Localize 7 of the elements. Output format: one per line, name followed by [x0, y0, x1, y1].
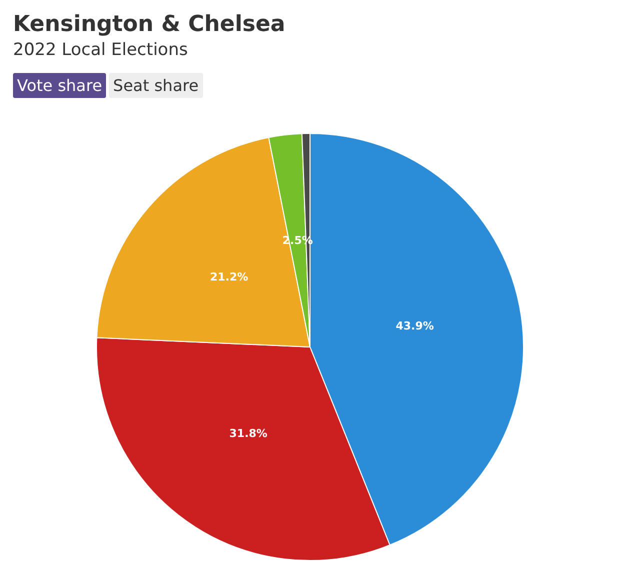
text: Seat share: [109, 73, 203, 98]
text: Vote share: [13, 73, 106, 98]
chart-subtitle: 2022 Local Elections: [13, 40, 189, 60]
data-label: 43.9%: [396, 320, 434, 333]
data-label: 21.2%: [210, 270, 248, 284]
data-label: 31.8%: [229, 427, 268, 440]
chart-title: Kensington & Chelsea: [13, 12, 286, 37]
